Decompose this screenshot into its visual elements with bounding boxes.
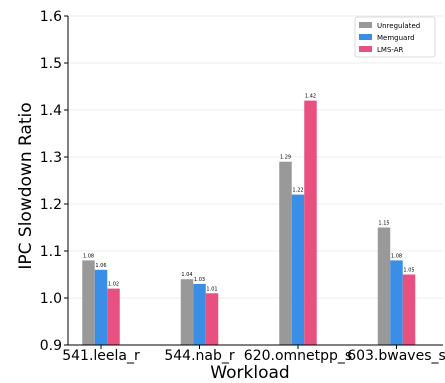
x-tick-label: 541.leela_r [62, 348, 140, 364]
x-axis-title: Workload [210, 363, 289, 383]
bar-lms-ar [402, 274, 416, 345]
x-tick-label: 620.omnetpp_s [244, 348, 352, 364]
data-label: 1.03 [194, 277, 205, 283]
data-label: 1.04 [181, 272, 192, 278]
bar-memguard [390, 260, 403, 345]
data-label: 1.01 [206, 286, 217, 292]
bar-unregulated [82, 260, 95, 345]
bar-memguard [291, 194, 305, 345]
data-label: 1.08 [391, 253, 402, 259]
legend-box [354, 16, 436, 58]
bar-lms-ar [107, 288, 120, 345]
legend-label: Unregulated [377, 22, 420, 30]
legend-label: Memguard [377, 34, 415, 42]
bar-memguard [193, 283, 206, 345]
bar-unregulated [279, 161, 292, 345]
bar-lms-ar [304, 100, 317, 345]
bar-memguard [94, 269, 108, 345]
y-tick-label: 1.4 [40, 103, 62, 119]
legend: Unregulated Memguard LMS-AR [354, 16, 436, 58]
data-label: 1.42 [305, 94, 316, 100]
data-label: 1.08 [83, 253, 94, 259]
legend-swatch [359, 46, 372, 52]
y-axis-title: IPC Slowdown Ratio [16, 102, 36, 269]
y-tick-label: 1.5 [40, 56, 62, 72]
y-tick-label: 1.0 [40, 291, 62, 307]
bar-lms-ar [205, 293, 219, 345]
data-label: 1.06 [95, 263, 106, 269]
data-label: 1.29 [280, 155, 291, 161]
data-label: 1.22 [292, 188, 303, 194]
data-label: 1.05 [403, 268, 414, 274]
data-labels: 1.081.061.021.041.031.011.291.221.421.15… [83, 94, 415, 293]
data-label: 1.02 [108, 282, 119, 288]
bar-unregulated [377, 227, 391, 345]
axes: 0.9 1.0 1.1 1.2 1.3 1.4 1.5 1.6 541.leela_r 544.n… [40, 9, 445, 364]
data-label: 1.15 [378, 221, 389, 227]
y-tick-label: 1.2 [40, 197, 62, 213]
bars [82, 100, 416, 345]
y-tick-label: 1.6 [40, 9, 62, 25]
x-tick-label: 544.nab_r [164, 348, 235, 364]
y-tick-label: 1.1 [40, 244, 62, 260]
legend-swatch [359, 34, 372, 40]
y-tick-label: 1.3 [40, 150, 62, 166]
grid-lines [68, 15, 443, 346]
y-tick-label: 0.9 [40, 338, 62, 354]
legend-swatch [359, 22, 372, 28]
bar-unregulated [180, 279, 194, 345]
legend-label: LMS-AR [377, 46, 404, 54]
x-tick-label: 603.bwaves_s [347, 348, 445, 364]
